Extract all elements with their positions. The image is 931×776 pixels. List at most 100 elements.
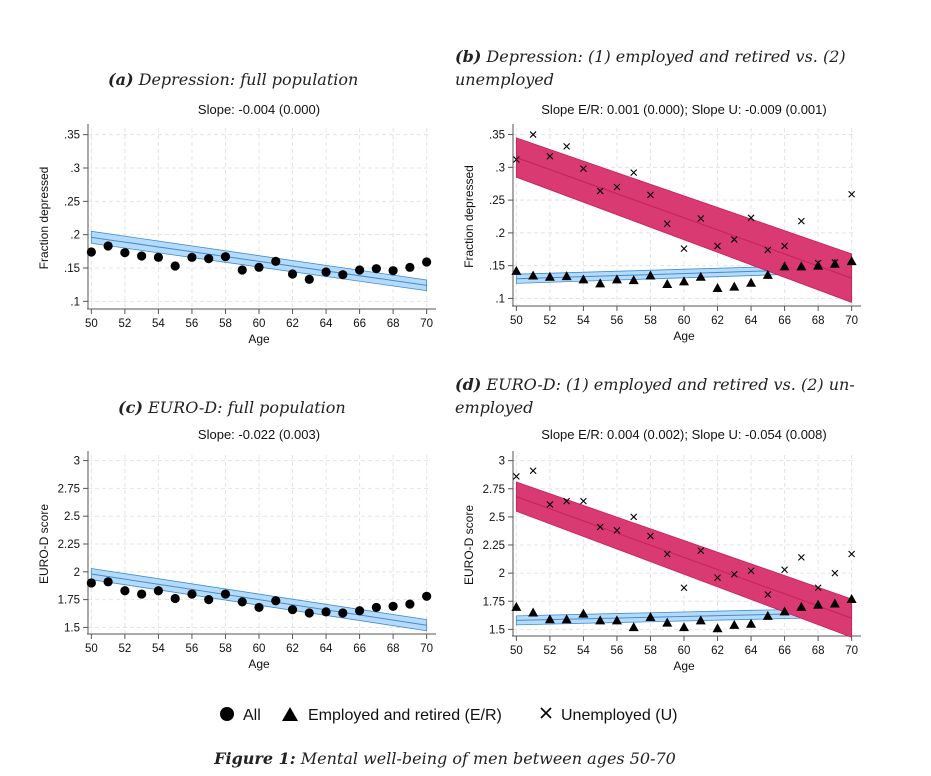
data-point-stroke	[697, 547, 705, 555]
data-point	[746, 277, 757, 287]
data-point	[371, 264, 381, 274]
data-point	[512, 156, 520, 163]
chart-d: Slope E/R: 0.004 (0.002); Slope U: -0.05…	[462, 427, 861, 673]
x-tick-label: 70	[845, 645, 858, 657]
data-point	[663, 550, 671, 558]
fit-line	[516, 157, 852, 279]
data-point-stroke	[764, 246, 772, 254]
data-point	[287, 605, 298, 615]
x-axis-label: Age	[673, 659, 695, 673]
data-point	[630, 513, 638, 521]
data-point-stroke	[529, 467, 537, 475]
data-point	[529, 131, 537, 138]
data-point	[563, 142, 571, 150]
data-point-stroke	[563, 497, 571, 505]
data-point	[137, 251, 147, 261]
x-tick-label: 52	[543, 645, 556, 657]
data-point	[729, 281, 740, 291]
x-tick-label: 60	[678, 315, 691, 327]
chart-c: Slope: -0.022 (0.003) 1.5 1.75 2 2.25 2.5 2.75…	[37, 427, 436, 671]
data-point	[846, 256, 857, 266]
data-point	[679, 622, 689, 632]
x-tick-label: 54	[577, 315, 590, 327]
data-point	[764, 591, 772, 598]
data-point	[321, 267, 331, 277]
x-tick-label: 54	[152, 643, 165, 655]
data-point	[237, 265, 247, 275]
data-point	[697, 215, 705, 222]
data-point	[170, 261, 180, 271]
x-tick-label: 56	[186, 318, 199, 330]
data-point	[254, 602, 264, 613]
y-tick-label: 2.25	[483, 540, 505, 552]
data-point	[204, 254, 214, 264]
data-point	[220, 589, 231, 599]
y-axis-label: Fraction depressed	[462, 165, 476, 268]
data-point	[663, 220, 671, 228]
data-point	[831, 258, 839, 266]
data-point-stroke	[848, 550, 856, 558]
data-point	[561, 271, 572, 281]
data-point	[611, 274, 622, 284]
data-point	[813, 599, 824, 609]
y-tick-label: .35	[64, 130, 80, 142]
fit-line	[91, 573, 427, 626]
x-axis-label: Age	[248, 332, 270, 346]
data-point-stroke	[596, 187, 604, 195]
data-point	[254, 262, 264, 272]
data-point	[271, 596, 281, 606]
data-point-stroke	[781, 242, 788, 250]
y-tick-label: 2.5	[489, 512, 505, 524]
chart-title: Slope E/R: 0.001 (0.000); Slope U: -0.00…	[541, 102, 826, 117]
x-tick-label: 66	[778, 315, 791, 327]
y-tick-label: .2	[70, 230, 80, 242]
y-tick-label: .1	[70, 296, 80, 308]
data-point	[304, 608, 314, 618]
x-tick-label: 54	[152, 318, 165, 330]
y-tick-label: .2	[495, 228, 505, 240]
x-tick-label: 52	[118, 318, 131, 330]
x-tick-label: 52	[118, 643, 131, 655]
data-point	[528, 270, 539, 280]
data-point	[662, 279, 673, 289]
x-tick-label: 54	[577, 645, 590, 657]
data-point	[595, 278, 606, 288]
y-tick-label: 1.75	[483, 596, 505, 608]
x-tick-label: 60	[253, 318, 266, 330]
data-point-stroke	[714, 242, 721, 250]
data-point	[714, 242, 721, 250]
data-point	[512, 472, 520, 480]
data-point	[679, 276, 689, 286]
x-tick-label: 58	[219, 643, 232, 655]
data-point	[86, 247, 96, 257]
data-point	[797, 553, 805, 561]
y-axis-label: EURO-D score	[462, 505, 476, 585]
data-point	[697, 547, 705, 555]
data-point	[354, 265, 365, 275]
data-point	[714, 574, 721, 582]
panel-a-title-text: Depression: full population	[138, 70, 359, 89]
data-point	[405, 599, 415, 609]
data-point	[613, 526, 621, 534]
y-tick-label: .1	[495, 293, 505, 305]
x-tick-label: 70	[420, 643, 433, 655]
x-axis-label: Age	[673, 329, 695, 343]
data-point	[511, 265, 522, 275]
x-tick-label: 68	[812, 645, 825, 657]
data-point-stroke	[663, 550, 671, 558]
data-point	[170, 593, 180, 604]
x-tick-label: 66	[353, 318, 366, 330]
x-tick-label: 60	[253, 643, 266, 655]
y-axis-label: Fraction depressed	[37, 167, 51, 270]
data-point	[338, 608, 348, 618]
x-tick-label: 58	[219, 318, 232, 330]
data-point	[405, 262, 415, 272]
y-tick-label: 2	[74, 567, 80, 579]
x-tick-label: 64	[320, 643, 333, 655]
data-point	[120, 586, 130, 596]
data-point	[596, 187, 604, 195]
x-tick-label: 58	[644, 645, 657, 657]
x-tick-label: 50	[85, 318, 98, 330]
y-tick-label: 2.25	[58, 539, 80, 551]
